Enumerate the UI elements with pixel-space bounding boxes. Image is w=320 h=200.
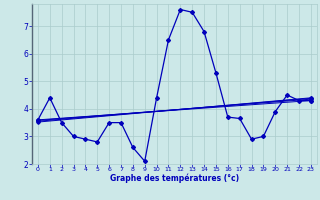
X-axis label: Graphe des températures (°c): Graphe des températures (°c) [110,174,239,183]
